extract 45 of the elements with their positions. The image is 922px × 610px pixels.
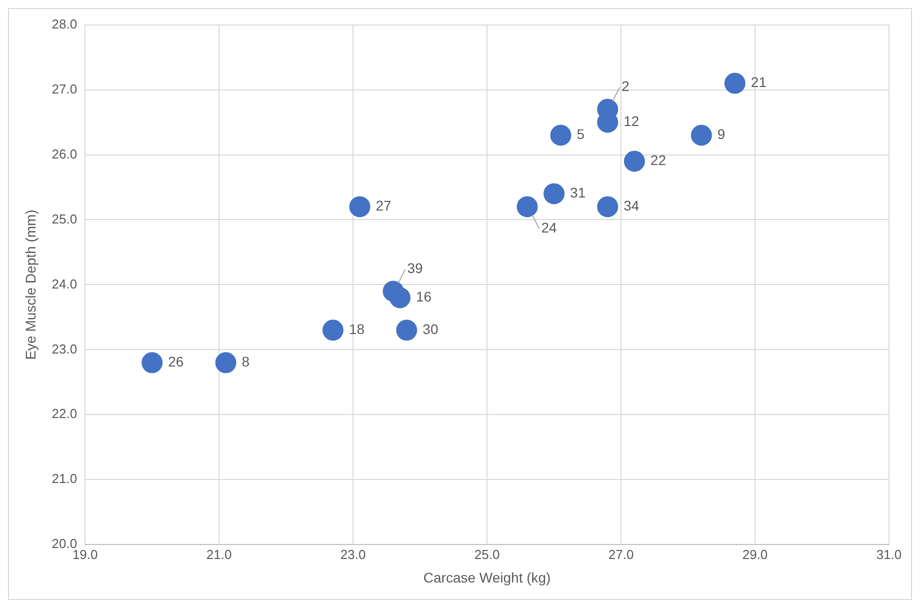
x-tick-label: 21.0 xyxy=(206,546,232,562)
point xyxy=(544,183,565,204)
annotation: 21 xyxy=(750,74,767,90)
x-axis-title: Carcase Weight (kg) xyxy=(423,569,551,586)
point xyxy=(322,320,344,341)
annotation: 18 xyxy=(348,321,365,338)
point xyxy=(624,150,645,172)
annotation: 8 xyxy=(242,354,250,370)
x-tick-label: 25.0 xyxy=(474,546,500,562)
annotation: 26 xyxy=(168,354,184,370)
annotation: 27 xyxy=(376,198,392,214)
y-tick-label: 27.0 xyxy=(52,81,78,96)
annotation: 30 xyxy=(422,321,438,338)
annotation: 16 xyxy=(416,288,432,305)
point xyxy=(396,320,418,341)
annotation: 12 xyxy=(624,113,640,130)
annotation: 31 xyxy=(570,184,586,201)
point xyxy=(724,72,746,94)
annotation: 39 xyxy=(407,260,424,276)
annotation: 34 xyxy=(624,198,640,214)
y-tick-label: 23.0 xyxy=(52,341,78,356)
y-tick-label: 22.0 xyxy=(52,406,78,422)
annotation: 2 xyxy=(622,78,630,94)
x-tick-label: 27.0 xyxy=(608,546,634,562)
point xyxy=(550,124,572,146)
x-tick-label: 29.0 xyxy=(742,546,768,562)
y-axis-title: Eye Muscle Depth (mm) xyxy=(22,210,38,360)
annotation: 22 xyxy=(650,152,666,168)
point xyxy=(142,352,163,374)
y-tick-label: 24.0 xyxy=(52,276,78,292)
point xyxy=(215,352,236,374)
y-tick-label: 21.0 xyxy=(52,471,78,486)
x-tick-label: 23.0 xyxy=(340,546,366,562)
point xyxy=(389,287,410,308)
annotation: 24 xyxy=(541,220,558,236)
x-tick-label: 31.0 xyxy=(876,546,902,562)
point xyxy=(349,196,370,218)
y-tick-label: 28.0 xyxy=(52,16,78,32)
y-tick-label: 25.0 xyxy=(52,211,78,226)
point xyxy=(690,124,712,146)
y-tick-label: 26.0 xyxy=(52,146,78,162)
annotation: 5 xyxy=(576,126,585,142)
point xyxy=(597,196,618,218)
point xyxy=(516,196,538,218)
annotation: 9 xyxy=(717,126,726,142)
